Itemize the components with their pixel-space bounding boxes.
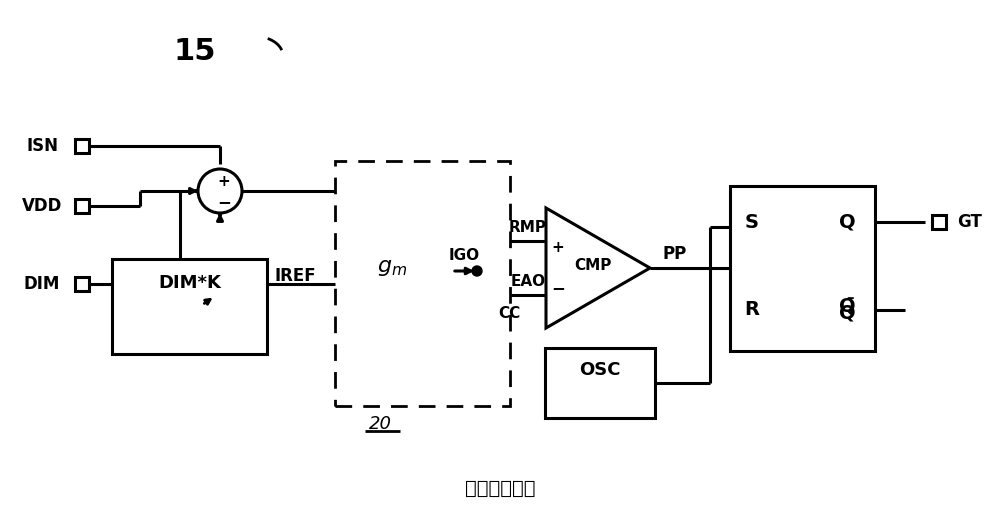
Text: IGO: IGO — [448, 248, 480, 262]
Bar — [75, 199, 89, 213]
Bar — [335, 161, 510, 406]
Text: $g_m$: $g_m$ — [377, 258, 407, 278]
Text: Q: Q — [839, 213, 855, 232]
Text: −: − — [217, 193, 231, 211]
Text: IREF: IREF — [274, 267, 316, 285]
Bar — [75, 277, 89, 291]
Text: OSC: OSC — [579, 361, 621, 379]
Bar — [112, 259, 267, 354]
Text: Q: Q — [839, 304, 855, 322]
Text: +: + — [552, 240, 564, 256]
Bar — [932, 215, 946, 229]
Circle shape — [472, 266, 482, 276]
Text: R: R — [744, 300, 760, 319]
Text: DIM: DIM — [24, 275, 60, 293]
Text: Q̄: Q̄ — [839, 297, 855, 316]
Text: CC: CC — [498, 306, 520, 320]
Text: EAO: EAO — [510, 274, 546, 288]
Text: VDD: VDD — [22, 197, 62, 215]
Polygon shape — [348, 211, 452, 331]
Text: +: + — [218, 175, 230, 189]
Text: RMP: RMP — [509, 219, 547, 235]
Circle shape — [198, 169, 242, 213]
Text: GT: GT — [957, 214, 982, 231]
Text: −: − — [551, 279, 565, 297]
Text: S: S — [745, 213, 759, 232]
Bar — [75, 139, 89, 153]
Bar — [545, 348, 655, 418]
Polygon shape — [546, 208, 650, 328]
Text: DIM*K: DIM*K — [158, 274, 221, 292]
Text: 15: 15 — [174, 36, 216, 66]
Text: （现有技术）: （现有技术） — [465, 479, 535, 498]
Bar — [730, 186, 875, 351]
Text: PP: PP — [663, 245, 687, 263]
Text: CMP: CMP — [574, 258, 612, 272]
Text: ISN: ISN — [26, 137, 58, 155]
Text: 20: 20 — [368, 415, 392, 433]
